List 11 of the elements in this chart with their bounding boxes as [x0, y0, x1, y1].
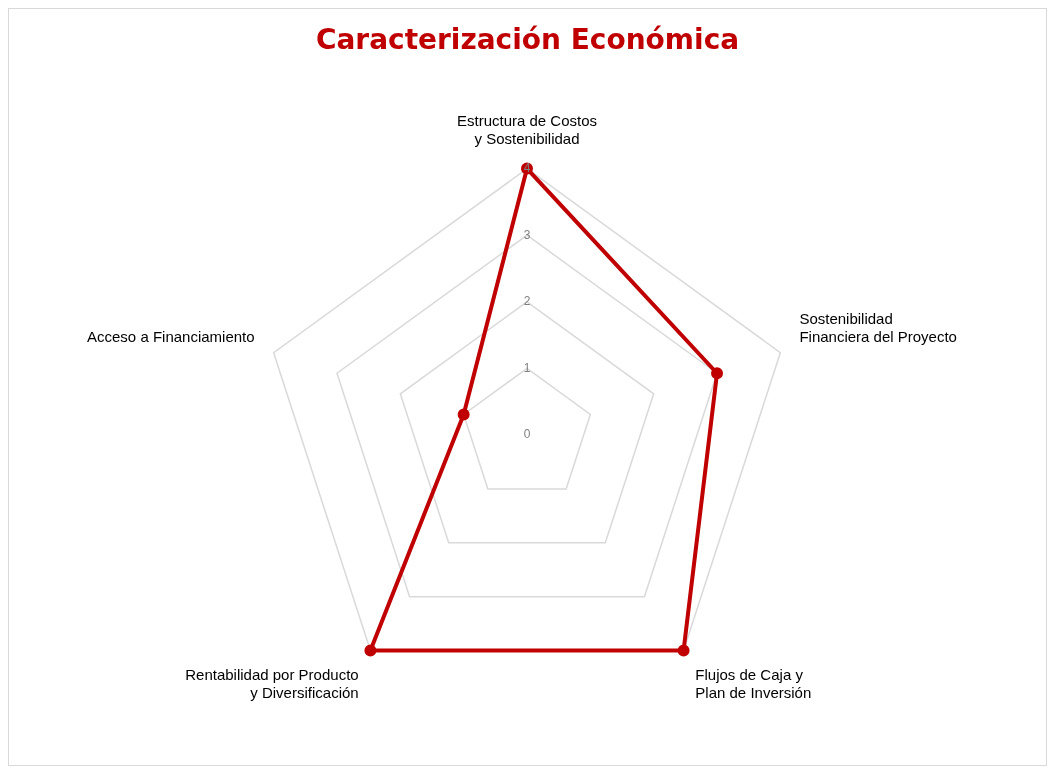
y-tick-label: 4	[523, 160, 531, 175]
y-tick-label: 1	[523, 360, 531, 375]
spoke-label: Flujos de Caja y Plan de Inversión	[695, 665, 812, 701]
chart-title: Caracterización Económica	[315, 23, 740, 57]
y-tick-label: 3	[523, 227, 531, 242]
spoke-label: Rentabilidad por Producto y Diversificación	[185, 665, 359, 701]
spoke-label: Sostenibilidad Financiera del Proyecto	[799, 309, 957, 345]
spoke-label: Estructura de Costos y Sostenibilidad	[456, 111, 598, 147]
y-tick-label: 0	[523, 427, 531, 442]
spoke-label: Acceso a Financiamiento	[87, 327, 255, 345]
y-tick-label: 2	[523, 294, 531, 309]
